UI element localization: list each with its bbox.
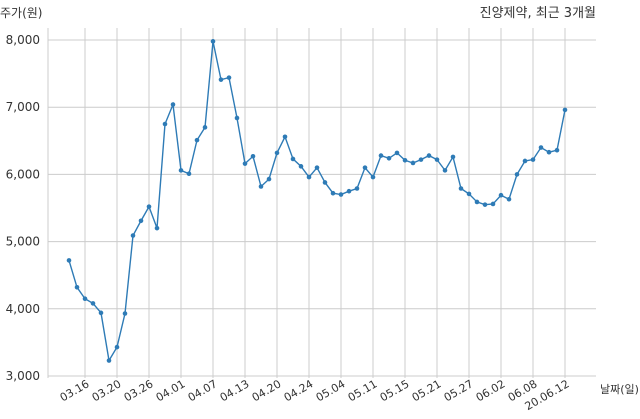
data-point xyxy=(290,156,296,162)
data-point xyxy=(314,165,320,170)
data-point xyxy=(274,150,280,156)
y-tick-label: 4,000 xyxy=(6,302,40,316)
x-tick-label: 04.01 xyxy=(154,377,188,404)
data-point xyxy=(242,161,248,166)
data-point xyxy=(418,157,424,162)
data-point xyxy=(426,153,432,158)
data-point xyxy=(162,121,168,127)
x-tick-label: 05.15 xyxy=(378,377,412,404)
data-point xyxy=(514,172,520,177)
x-tick-label: 05.11 xyxy=(346,377,380,404)
data-point xyxy=(106,358,112,363)
x-tick-label: 05.27 xyxy=(442,377,476,404)
data-point xyxy=(298,164,304,169)
data-point xyxy=(394,150,400,156)
x-tick-label: 03.26 xyxy=(122,377,156,404)
x-axis-label: 날짜(일) xyxy=(600,382,639,396)
data-point xyxy=(114,344,120,350)
data-point xyxy=(434,157,440,162)
data-point xyxy=(170,102,176,107)
data-point xyxy=(546,149,552,155)
data-point xyxy=(194,137,200,143)
data-point xyxy=(226,75,232,80)
data-point xyxy=(130,233,136,238)
y-tick-label: 6,000 xyxy=(6,167,40,181)
x-tick-label: 04.20 xyxy=(250,377,284,404)
y-tick-label: 7,000 xyxy=(6,100,40,114)
data-point xyxy=(138,218,144,224)
chart-title: 진양제약, 최근 3개월 xyxy=(480,6,596,21)
x-tick-label: 04.07 xyxy=(186,377,220,404)
data-point xyxy=(210,39,216,44)
data-point xyxy=(186,171,192,177)
x-tick-label: 06.02 xyxy=(474,377,508,404)
data-point xyxy=(266,176,272,182)
x-tick-label: 05.21 xyxy=(410,377,444,404)
data-point xyxy=(402,157,408,163)
data-point xyxy=(442,168,448,173)
data-point xyxy=(218,77,224,82)
data-point xyxy=(202,125,208,130)
data-point xyxy=(362,165,368,170)
data-point xyxy=(466,191,472,197)
data-point xyxy=(458,186,464,191)
data-point xyxy=(82,296,88,302)
x-tick-label: 04.13 xyxy=(218,377,252,404)
x-tick-label: 03.16 xyxy=(58,377,92,404)
data-point xyxy=(338,192,344,197)
price-points xyxy=(66,39,568,363)
y-tick-label: 5,000 xyxy=(6,235,40,249)
data-point xyxy=(538,145,544,150)
data-point xyxy=(386,155,392,161)
y-axis-tick-labels: 3,000 4,000 5,000 6,000 7,000 8,000 xyxy=(6,33,40,383)
data-point xyxy=(530,157,536,162)
data-point xyxy=(506,196,512,202)
data-point xyxy=(178,168,184,173)
data-point xyxy=(154,225,160,231)
data-point xyxy=(122,311,128,316)
y-tick-label: 8,000 xyxy=(6,33,40,47)
data-point xyxy=(74,285,80,290)
data-point xyxy=(66,258,72,263)
data-point xyxy=(378,153,384,158)
data-point xyxy=(450,154,456,160)
data-point xyxy=(354,186,360,191)
data-point xyxy=(258,184,264,189)
data-point xyxy=(562,107,568,113)
data-point xyxy=(554,147,560,153)
y-axis-label: 주가(원) xyxy=(0,6,42,20)
y-tick-label: 3,000 xyxy=(6,369,40,383)
x-axis-tick-labels: 03.1603.2003.2604.0104.0704.1304.2004.24… xyxy=(58,377,572,413)
data-point xyxy=(282,134,288,140)
data-point xyxy=(322,180,328,185)
data-point xyxy=(98,310,104,316)
data-point xyxy=(346,188,352,194)
data-point xyxy=(146,204,152,209)
x-tick-label: 05.04 xyxy=(314,377,348,404)
x-tick-label: 03.20 xyxy=(90,377,124,404)
price-line xyxy=(68,41,566,363)
data-point xyxy=(482,202,488,207)
data-point xyxy=(234,115,240,121)
data-point xyxy=(306,174,312,180)
x-tick-label: 04.24 xyxy=(282,377,316,404)
data-point xyxy=(370,174,376,180)
data-point xyxy=(498,192,504,198)
data-point xyxy=(330,190,336,196)
data-point xyxy=(90,301,96,306)
data-point xyxy=(410,160,416,166)
data-point xyxy=(522,158,528,164)
horizontal-gridlines xyxy=(48,39,596,377)
vertical-gridlines xyxy=(84,28,566,378)
data-point xyxy=(490,201,496,207)
data-point xyxy=(474,199,480,205)
data-point xyxy=(250,153,256,159)
